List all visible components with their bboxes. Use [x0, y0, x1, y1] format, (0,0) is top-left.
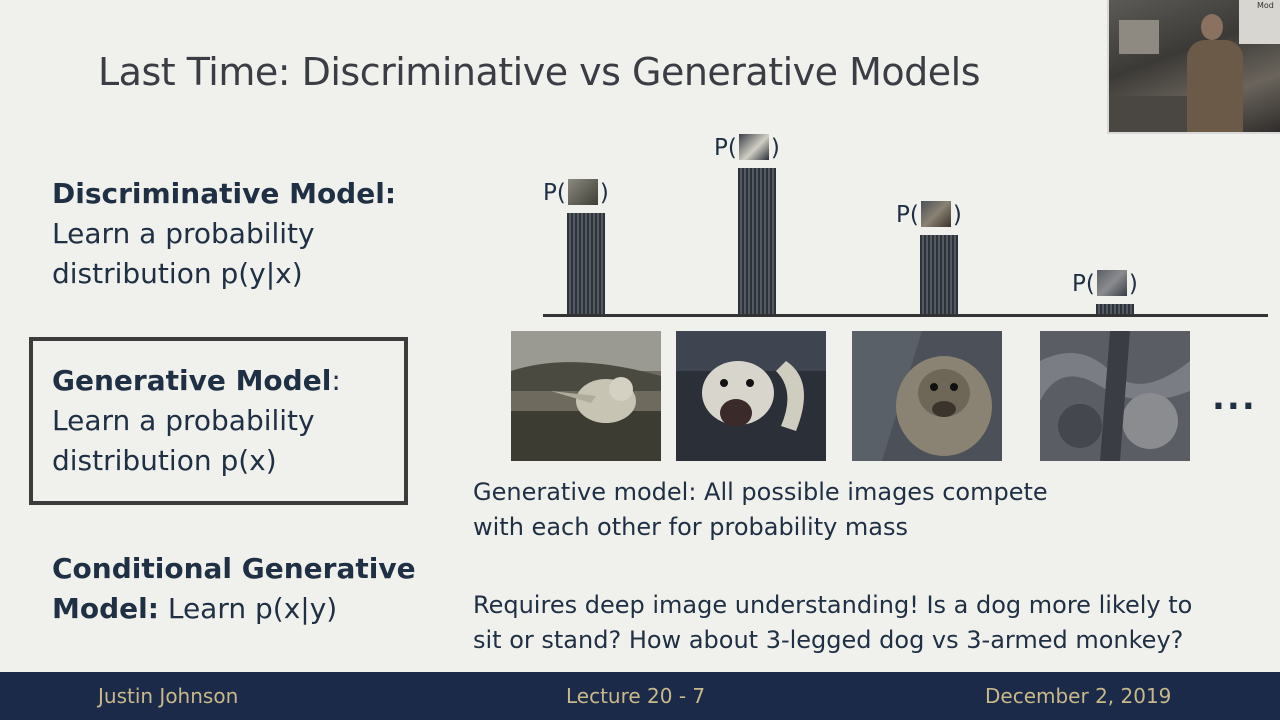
prob-bar	[1096, 304, 1134, 314]
requires-caption-line2: sit or stand? How about 3-legged dog vs …	[473, 626, 1184, 654]
presenter-video: Mod	[1107, 0, 1280, 134]
prob-label-suffix: )	[770, 135, 780, 161]
prob-label-prefix: P(	[543, 180, 566, 206]
image-thumbnail	[1096, 270, 1127, 296]
dog-photo	[676, 331, 826, 461]
abstract-photo	[1040, 331, 1190, 461]
video-poster	[1119, 20, 1159, 54]
monkey-photo	[852, 331, 1002, 461]
footer-author: Justin Johnson	[98, 684, 239, 708]
video-screen-text: Mod	[1257, 1, 1274, 10]
prob-label-prefix: P(	[1072, 271, 1095, 297]
footer-bar: Justin Johnson Lecture 20 - 7 December 2…	[0, 672, 1280, 720]
prob-bar	[920, 235, 958, 314]
video-person-body	[1187, 40, 1243, 132]
discriminative-line2: distribution p(y|x)	[52, 257, 303, 290]
prob-label-prefix: P(	[896, 202, 919, 228]
discriminative-bold: Discriminative Model:	[52, 177, 397, 210]
image-thumbnail	[920, 201, 951, 227]
generative-caption-line2: with each other for probability mass	[473, 513, 909, 541]
conditional-line1: Conditional Generative	[52, 552, 416, 585]
cat-photo	[511, 331, 661, 461]
image-thumbnail	[567, 179, 598, 205]
discriminative-line1: Learn a probability	[52, 217, 315, 250]
prob-label-suffix: )	[599, 180, 609, 206]
generative-caption-line1: Generative model: All possible images co…	[473, 478, 1048, 506]
prob-label-suffix: )	[1128, 271, 1138, 297]
generative-heading: Generative Model:	[52, 364, 341, 397]
footer-date: December 2, 2019	[985, 684, 1172, 708]
prob-bar-label: P()	[714, 134, 780, 162]
video-screen: Mod	[1239, 0, 1280, 44]
prob-bar	[567, 213, 605, 314]
footer-lecture: Lecture 20 - 7	[566, 684, 706, 708]
prob-label-suffix: )	[952, 202, 962, 228]
generative-line2: distribution p(x)	[52, 444, 277, 477]
prob-label-prefix: P(	[714, 135, 737, 161]
slide-title: Last Time: Discriminative vs Generative …	[98, 50, 981, 94]
more-images-ellipsis: ...	[1212, 378, 1257, 418]
requires-caption-line1: Requires deep image understanding! Is a …	[473, 591, 1193, 619]
prob-bar-label: P()	[1072, 270, 1138, 298]
video-person-head	[1201, 14, 1223, 40]
generative-box	[29, 337, 408, 505]
prob-bar	[738, 168, 776, 314]
image-thumbnail	[738, 134, 769, 160]
conditional-line2: Model: Learn p(x|y)	[52, 592, 338, 625]
prob-bar-label: P()	[896, 201, 962, 229]
generative-line1: Learn a probability	[52, 404, 315, 437]
prob-bar-label: P()	[543, 179, 609, 207]
chart-baseline	[543, 314, 1268, 317]
